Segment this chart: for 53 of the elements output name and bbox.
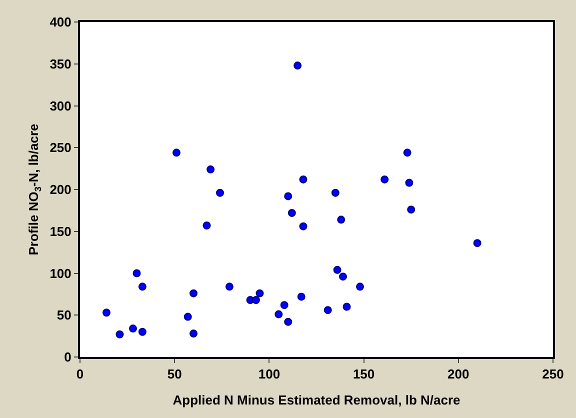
point [403,148,412,157]
x-tick-label: 150 [352,366,375,382]
point [407,206,416,214]
point [333,266,342,274]
point [337,216,346,224]
y-tick-label: 100 [50,266,72,281]
point [288,208,296,217]
point [172,148,180,157]
x-tick-label: 100 [258,366,280,382]
y-tick-label: 400 [50,14,72,30]
point [216,188,224,197]
point [356,282,364,291]
point [256,289,264,298]
point [206,165,215,174]
point [297,292,306,301]
point [284,192,292,200]
point [202,222,211,230]
point [132,269,141,278]
point [380,175,389,184]
point [225,282,234,291]
x-tick-label: 50 [167,366,182,382]
x-tick-label: 0 [76,366,84,382]
point [299,222,308,230]
x-tick-label: 250 [542,366,564,382]
point [138,328,146,336]
x-tick-label: 200 [448,366,470,382]
y-tick-label: 150 [50,224,72,239]
y-tick-label: 50 [56,308,72,323]
point [190,330,198,338]
point [190,289,198,298]
x-axis-title: Applied N Minus Estimated Removal, lb N/acre [172,392,460,408]
point [342,302,351,311]
y-tick-label: 200 [50,182,72,198]
point [284,318,292,326]
point [299,175,308,184]
point [102,308,110,317]
point [324,306,332,314]
point [405,178,414,187]
point [116,330,124,338]
y-tick-label: 350 [50,56,72,72]
point [274,310,283,318]
point [294,62,302,70]
point [473,239,482,248]
point [331,188,340,197]
point [184,312,192,321]
y-tick-label: 250 [50,140,72,156]
point [280,301,288,310]
point [138,282,146,291]
y-tick-label: 0 [64,350,72,365]
point [128,324,137,333]
point [252,296,260,304]
y-tick-label: 300 [50,98,72,114]
point [338,272,347,281]
